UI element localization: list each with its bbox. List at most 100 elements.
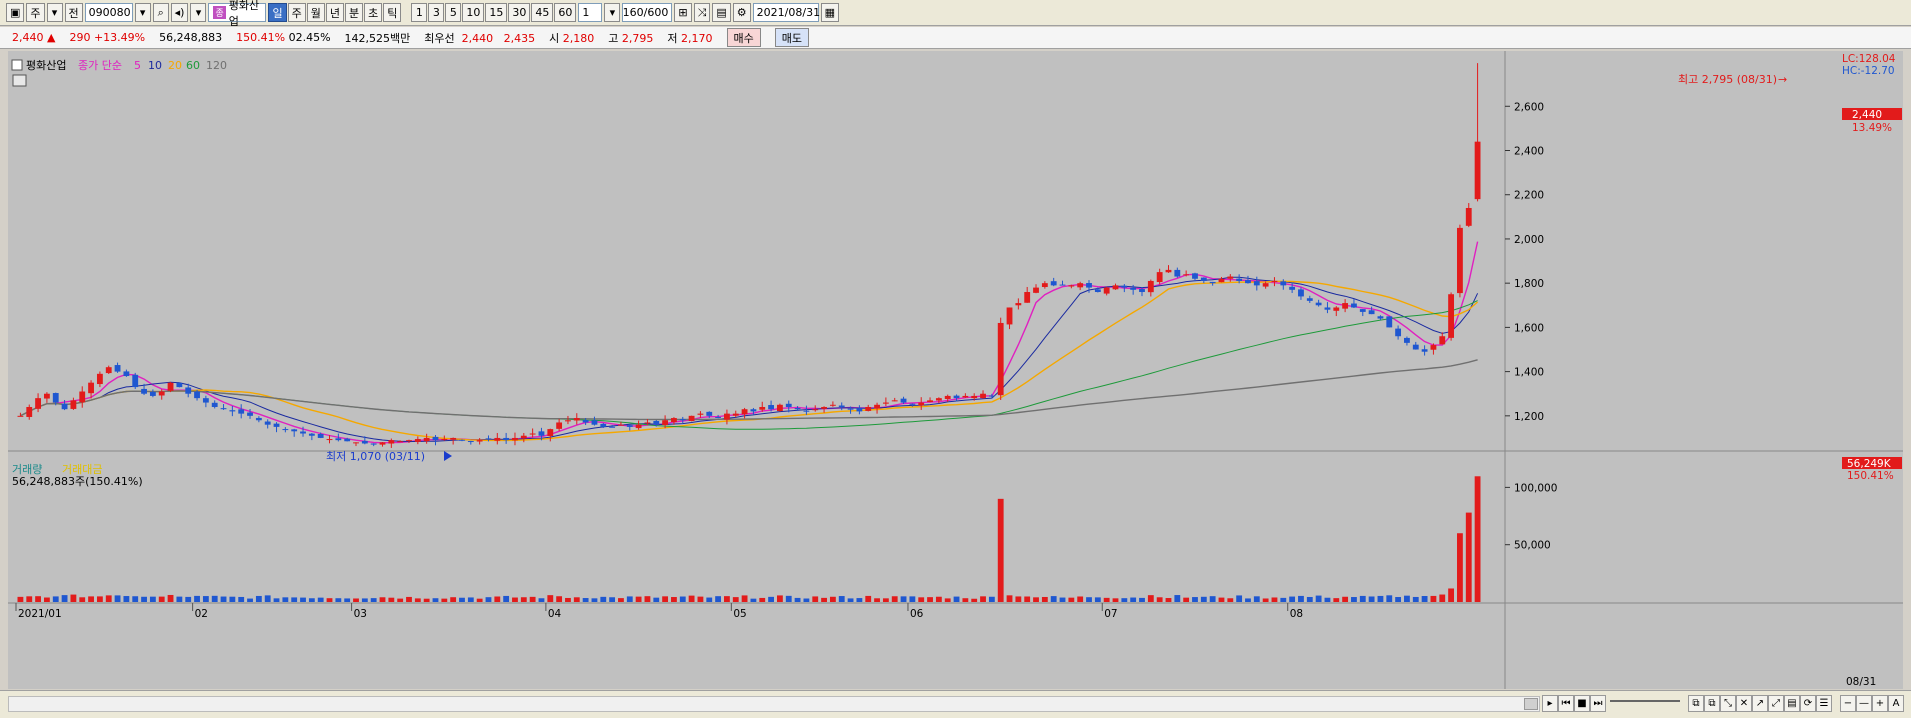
interval-button-10[interactable]: 10: [462, 3, 485, 22]
volume-bar: [997, 498, 1004, 602]
candle-body: [476, 440, 483, 442]
refresh-icon[interactable]: ⟳: [1800, 695, 1816, 712]
lc-label: LC:128.04: [1842, 53, 1896, 65]
legend-ma-label: 종가 단순: [78, 59, 122, 72]
candle-body: [1351, 303, 1357, 308]
sell-button[interactable]: 매도: [774, 28, 810, 47]
candle-body: [494, 437, 501, 441]
interval-button-45[interactable]: 45: [531, 3, 554, 22]
volume-bar: [1227, 598, 1234, 602]
candle-body: [1412, 344, 1419, 350]
interval-button-60[interactable]: 60: [554, 3, 577, 22]
interval-button-15[interactable]: 15: [485, 3, 508, 22]
volume-bar: [980, 596, 986, 602]
zoom-in-icon[interactable]: +: [1872, 695, 1888, 712]
zoom-slider[interactable]: [1610, 700, 1680, 702]
volume-ratio: 150.41% 02.45%: [236, 31, 331, 44]
buy-button[interactable]: 매수: [726, 28, 761, 47]
price-chart-svg[interactable]: 1,200 1,400 1,600 1,800 2,000 2,200 2,400 2,600…: [8, 51, 1903, 689]
period-tab-4[interactable]: 분: [344, 3, 364, 22]
zoom-fit-icon[interactable]: ⧉: [1688, 695, 1704, 712]
grid-toggle-icon[interactable]: [12, 74, 27, 87]
font-size-icon[interactable]: A: [1888, 695, 1904, 712]
zoom-out-icon[interactable]: −: [1840, 695, 1856, 712]
scroll-right-icon[interactable]: ▸: [1542, 695, 1558, 712]
interval-button-3[interactable]: 3: [428, 3, 445, 22]
volume-bar: [909, 596, 916, 602]
volume-bar: [1359, 595, 1366, 602]
candle-body: [600, 423, 607, 427]
up-arrow-icon: ▲: [47, 31, 56, 44]
calendar-icon[interactable]: ▦: [820, 3, 840, 22]
search-icon[interactable]: ⌕: [152, 3, 169, 22]
period-tab-6[interactable]: 틱: [383, 3, 402, 22]
gear-icon[interactable]: ⚙: [732, 3, 751, 22]
print-icon[interactable]: ▤: [1784, 695, 1800, 712]
volume-bar: [1218, 597, 1225, 602]
candle-body: [114, 365, 121, 372]
multiplier-dropdown-icon[interactable]: ▾: [604, 3, 621, 22]
volume-bar: [794, 597, 801, 602]
stock-code-input[interactable]: 090080: [84, 3, 133, 22]
speaker-icon[interactable]: ◂): [170, 3, 189, 22]
multiplier-input[interactable]: 1: [578, 3, 603, 22]
volume-bar: [1421, 596, 1428, 602]
candle-body: [105, 367, 112, 374]
copy-icon[interactable]: ⧉: [1704, 695, 1720, 712]
region-select[interactable]: 전: [64, 3, 83, 22]
period-tab-0[interactable]: 일: [268, 3, 287, 22]
volume-bar: [1262, 598, 1269, 602]
volume-bar: [61, 595, 68, 602]
month-label: 2021/01: [18, 608, 62, 620]
stop-icon[interactable]: ■: [1574, 695, 1590, 712]
candle-body: [944, 395, 951, 399]
horizontal-scrollbar[interactable]: [8, 696, 1540, 712]
list-icon[interactable]: ☰: [1816, 695, 1832, 712]
measure-icon[interactable]: ⤢: [1768, 695, 1784, 712]
legend-check-icon[interactable]: [11, 59, 23, 71]
scroll-thumb[interactable]: [1524, 698, 1538, 710]
count-input[interactable]: 160/600: [622, 3, 673, 22]
interval-button-1[interactable]: 1: [411, 3, 428, 22]
zoom-line-icon[interactable]: —: [1856, 695, 1872, 712]
volume-bar: [768, 596, 774, 602]
stock-name-field[interactable]: 종 평화산업: [208, 0, 267, 28]
save-icon[interactable]: ▤: [712, 3, 731, 22]
mode-select[interactable]: 주: [26, 3, 45, 22]
chart-area[interactable]: 1,200 1,400 1,600 1,800 2,000 2,200 2,400 2,600…: [8, 51, 1903, 689]
candle-body: [953, 395, 960, 399]
candle-body: [997, 322, 1004, 396]
volume-bar: [485, 597, 492, 602]
volume-bar: [494, 596, 501, 602]
trend-icon[interactable]: ↗: [1752, 695, 1768, 712]
period-tab-2[interactable]: 월: [306, 3, 325, 22]
speaker-dropdown-icon[interactable]: ▾: [190, 3, 207, 22]
code-dropdown-icon[interactable]: ▾: [134, 3, 151, 22]
volume-bar: [653, 597, 660, 602]
chevron-down-icon[interactable]: ▾: [46, 3, 63, 22]
volume-bar: [317, 597, 324, 602]
candle-body: [1324, 307, 1331, 310]
compare-icon[interactable]: ⤨: [693, 3, 711, 22]
candle-body: [423, 437, 430, 442]
indicator-icon[interactable]: ⊞: [674, 3, 692, 22]
interval-button-30[interactable]: 30: [508, 3, 531, 22]
interval-button-5[interactable]: 5: [445, 3, 462, 22]
first-icon[interactable]: ⏮: [1558, 695, 1574, 712]
vol-tag-bg: [1842, 457, 1902, 469]
period-tab-3[interactable]: 년: [325, 3, 344, 22]
volume-bar: [988, 596, 995, 602]
candle-body: [1253, 281, 1260, 286]
period-tab-1[interactable]: 주: [287, 3, 306, 22]
volume-bar: [1298, 595, 1304, 602]
crosshair-icon[interactable]: ✕: [1736, 695, 1752, 712]
layout-icon[interactable]: ▣: [6, 3, 25, 22]
period-tab-5[interactable]: 초: [364, 3, 383, 22]
candle-body: [918, 402, 925, 406]
date-input[interactable]: 2021/08/31: [752, 3, 820, 22]
candle-body: [891, 400, 898, 402]
volume-bar: [300, 597, 306, 602]
last-icon[interactable]: ⏭: [1590, 695, 1606, 712]
volume-bar: [238, 596, 245, 602]
cursor-icon[interactable]: ⤡: [1720, 695, 1736, 712]
